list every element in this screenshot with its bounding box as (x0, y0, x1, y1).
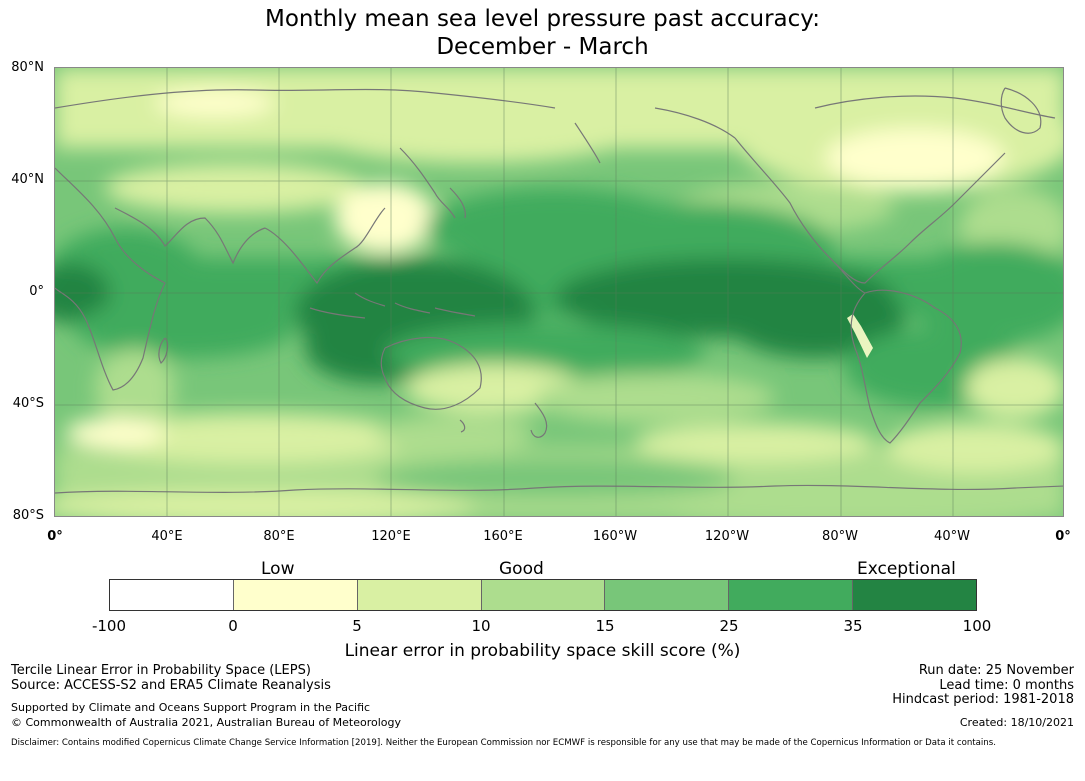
colorbar-segment (853, 580, 977, 610)
colorbar-tick: 25 (719, 617, 739, 635)
skill-field (55, 68, 1063, 516)
skill-score-map (54, 67, 1064, 517)
lat-label-80s: 80°S (12, 508, 44, 523)
colorbar (109, 579, 977, 611)
lat-label-80n: 80°N (11, 60, 44, 75)
colorbar-label: Linear error in probability space skill … (344, 641, 741, 661)
category-good: Good (499, 559, 544, 579)
footer-support: Supported by Climate and Oceans Support … (11, 701, 371, 714)
colorbar-tick: 5 (352, 617, 362, 635)
disclaimer: Disclaimer: Contains modified Copernicus… (11, 738, 996, 748)
colorbar-tick: 10 (471, 617, 491, 635)
map-canvas (55, 68, 1063, 516)
category-low: Low (261, 559, 295, 579)
colorbar-segment (481, 580, 606, 610)
colorbar-tick: 0 (228, 617, 238, 635)
colorbar-tick: 100 (962, 617, 992, 635)
lon-label-160w: 160°W (592, 529, 638, 544)
lon-label-160e: 160°E (483, 529, 523, 544)
lon-label-40w: 40°W (934, 529, 970, 544)
colorbar-tick: 35 (843, 617, 863, 635)
colorbar-segment (605, 580, 730, 610)
colorbar-segment (729, 580, 854, 610)
lon-label-120w: 120°W (704, 529, 750, 544)
lon-label-80w: 80°W (822, 529, 858, 544)
colorbar-tick: 15 (595, 617, 615, 635)
colorbar-tick: -100 (91, 617, 127, 635)
category-exceptional: Exceptional (857, 559, 956, 579)
hindcast-period: Hindcast period: 1981-2018 (892, 692, 1074, 707)
created-date: Created: 18/10/2021 (959, 716, 1074, 729)
lead-time: Lead time: 0 months (939, 678, 1074, 693)
lat-label-40s: 40°S (12, 396, 44, 411)
chart-title-line2: December - March (436, 34, 649, 60)
footer-source: Source: ACCESS-S2 and ERA5 Climate Reana… (11, 678, 331, 693)
colorbar-segment (357, 580, 482, 610)
lat-label-40n: 40°N (11, 172, 44, 187)
run-date: Run date: 25 November (918, 663, 1074, 678)
andes-low-skill-strip (847, 314, 873, 358)
lon-label-80e: 80°E (263, 529, 295, 544)
colorbar-segment (233, 580, 358, 610)
footer-method: Tercile Linear Error in Probability Spac… (11, 663, 311, 678)
footer-copyright: © Commonwealth of Australia 2021, Austra… (11, 716, 401, 729)
lon-label-0-left: 0° (47, 529, 63, 544)
colorbar-segment (110, 580, 234, 610)
lat-label-equator: 0° (29, 284, 44, 299)
lon-label-0-right: 0° (1055, 529, 1071, 544)
lon-label-120e: 120°E (371, 529, 411, 544)
coastlines (55, 87, 1063, 494)
graticule (55, 68, 1063, 516)
chart-title-line1: Monthly mean sea level pressure past acc… (265, 6, 820, 32)
lon-label-40e: 40°E (151, 529, 183, 544)
